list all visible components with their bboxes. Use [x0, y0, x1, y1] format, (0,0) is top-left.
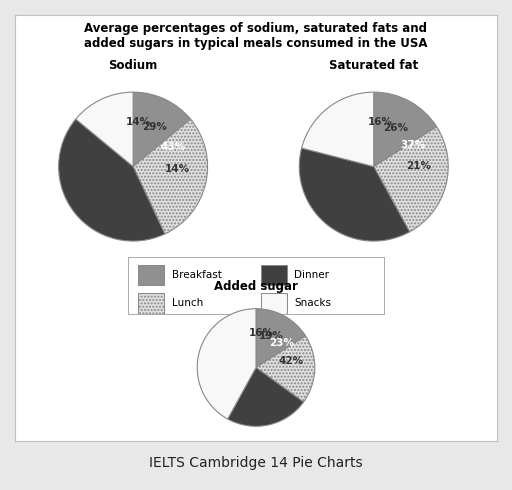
Wedge shape	[256, 309, 306, 368]
Wedge shape	[59, 119, 165, 241]
Title: Sodium: Sodium	[109, 59, 158, 73]
Text: 23%: 23%	[269, 338, 294, 348]
Wedge shape	[228, 368, 304, 426]
Text: 37%: 37%	[400, 140, 425, 149]
Wedge shape	[133, 92, 190, 167]
Wedge shape	[133, 119, 207, 234]
Text: Average percentages of sodium, saturated fats and
added sugars in typical meals : Average percentages of sodium, saturated…	[84, 22, 428, 50]
Text: Lunch: Lunch	[172, 298, 203, 309]
Text: 42%: 42%	[278, 356, 303, 366]
Text: 21%: 21%	[406, 161, 431, 171]
Title: Saturated fat: Saturated fat	[329, 59, 418, 73]
Wedge shape	[374, 127, 448, 232]
Text: Breakfast: Breakfast	[172, 270, 221, 280]
Wedge shape	[197, 309, 256, 419]
Wedge shape	[76, 92, 133, 167]
Bar	[261, 265, 287, 285]
Text: 14%: 14%	[165, 164, 190, 174]
Wedge shape	[374, 92, 437, 167]
Bar	[138, 265, 164, 285]
Text: IELTS Cambridge 14 Pie Charts: IELTS Cambridge 14 Pie Charts	[149, 456, 363, 470]
Text: 16%: 16%	[248, 327, 273, 338]
Text: 19%: 19%	[259, 331, 284, 341]
Wedge shape	[256, 336, 315, 402]
Wedge shape	[302, 92, 374, 167]
Text: 43%: 43%	[161, 143, 186, 152]
Text: 29%: 29%	[142, 122, 167, 132]
Text: 16%: 16%	[368, 117, 393, 127]
Text: Dinner: Dinner	[294, 270, 329, 280]
Text: 14%: 14%	[126, 117, 151, 127]
Wedge shape	[300, 148, 410, 241]
Text: Snacks: Snacks	[294, 298, 331, 309]
Bar	[138, 294, 164, 314]
Title: Added sugar: Added sugar	[214, 280, 298, 293]
Text: 26%: 26%	[383, 122, 408, 132]
Bar	[261, 294, 287, 314]
